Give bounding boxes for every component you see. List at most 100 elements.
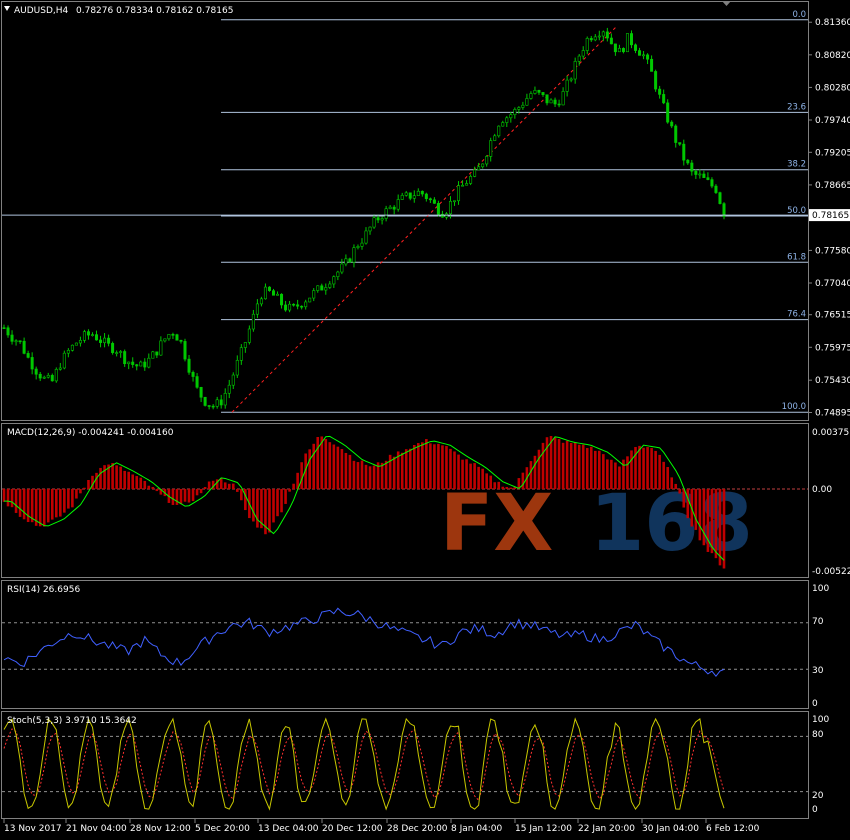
- candlestick-series: [2, 27, 726, 410]
- candle-body: [497, 125, 501, 137]
- candle-body: [710, 179, 714, 187]
- time-axis-label: 28 Dec 20:00: [387, 824, 448, 834]
- candle-body: [549, 99, 553, 104]
- trend-line[interactable]: [231, 26, 617, 413]
- candle-body: [183, 341, 187, 360]
- candle-body: [609, 37, 613, 45]
- candle-body: [312, 290, 316, 299]
- candle-body: [62, 352, 66, 369]
- candle-body: [629, 33, 633, 46]
- candle-body: [46, 375, 50, 378]
- candle-body: [621, 48, 625, 53]
- candle-body: [638, 50, 642, 56]
- scroll-marker-icon[interactable]: [722, 1, 731, 6]
- candle-body: [143, 361, 147, 368]
- candle-body: [103, 337, 107, 343]
- candle-body: [597, 35, 601, 38]
- candle-body: [211, 405, 215, 408]
- chart-header: AUDUSD,H4 0.78276 0.78334 0.78162 0.7816…: [4, 1, 731, 16]
- candle-body: [356, 246, 360, 248]
- candle-body: [529, 93, 533, 99]
- candle-body: [493, 135, 497, 141]
- collapse-triangle-icon[interactable]: [4, 6, 10, 11]
- candle-body: [300, 305, 304, 308]
- candle-body: [396, 199, 400, 210]
- candle-body: [38, 373, 42, 379]
- candle-body: [199, 387, 203, 398]
- candle-body: [416, 190, 420, 196]
- candle-body: [384, 208, 388, 219]
- candle-body: [328, 283, 332, 288]
- candle-body: [533, 90, 537, 94]
- price-axis-label: 0.75975: [815, 343, 850, 353]
- stoch-axis-20: 20: [812, 791, 824, 801]
- candle-body: [565, 79, 569, 92]
- candle-body: [561, 91, 565, 106]
- candle-body: [74, 342, 78, 346]
- macd-axis-zero: 0.00: [812, 485, 832, 495]
- candle-body: [340, 263, 344, 273]
- candle-body: [650, 58, 654, 72]
- candle-body: [686, 159, 690, 164]
- candle-body: [436, 203, 440, 215]
- candle-body: [26, 353, 30, 358]
- candle-body: [6, 327, 10, 336]
- candle-body: [86, 331, 90, 336]
- candle-body: [78, 340, 82, 344]
- time-axis-label: 20 Dec 12:00: [322, 824, 383, 834]
- candle-body: [666, 102, 670, 123]
- candle-body: [90, 334, 94, 336]
- fib-level-label: 0.0: [792, 10, 806, 20]
- price-axis-label: 0.77040: [815, 279, 850, 289]
- candle-body: [569, 78, 573, 81]
- candle-body: [34, 368, 38, 375]
- stoch-axis-80: 80: [812, 730, 824, 740]
- candle-body: [107, 337, 111, 344]
- candle-body: [255, 303, 259, 315]
- candle-body: [187, 358, 191, 373]
- candle-body: [662, 94, 666, 104]
- watermark-168: 168: [590, 479, 753, 569]
- candle-body: [521, 104, 525, 108]
- candle-body: [111, 343, 115, 353]
- candle-body: [247, 328, 251, 343]
- macd-panel-frame: [1, 423, 809, 578]
- stoch-label: Stoch(5,3,3) 3.9710 15.3642: [7, 716, 137, 726]
- candle-body: [722, 203, 726, 217]
- candle-body: [577, 55, 581, 62]
- fibonacci-retracement[interactable]: 0.0 23.6 38.2 50.0 61.8 76.4 100.0: [221, 10, 808, 413]
- time-axis-label: 15 Jan 12:00: [515, 824, 572, 834]
- candle-body: [195, 376, 199, 388]
- candle-body: [127, 361, 131, 365]
- candle-body: [147, 357, 151, 368]
- candle-body: [231, 374, 235, 386]
- price-axis-label: 0.76515: [815, 311, 850, 321]
- candle-body: [54, 369, 58, 382]
- candle-body: [428, 198, 432, 201]
- candle-body: [288, 303, 292, 311]
- candle-body: [605, 31, 609, 39]
- price-axis-label: 0.78665: [815, 181, 850, 191]
- candle-body: [702, 173, 706, 178]
- symbol-title: AUDUSD,H4: [14, 6, 69, 16]
- candle-body: [505, 117, 509, 123]
- candle-body: [292, 303, 296, 306]
- time-axis-label: 13 Nov 2017: [4, 824, 62, 834]
- candle-body: [304, 301, 308, 308]
- candle-body: [280, 293, 284, 306]
- candle-body: [420, 190, 424, 195]
- candle-body: [670, 121, 674, 127]
- stoch-main-line: [3, 717, 725, 811]
- candle-body: [485, 156, 489, 165]
- candle-body: [70, 344, 74, 351]
- rsi-panel: [2, 607, 808, 677]
- price-axis-label: 0.77580: [815, 246, 850, 256]
- candle-body: [581, 50, 585, 57]
- candle-body: [392, 206, 396, 210]
- candle-body: [50, 375, 54, 382]
- candle-body: [714, 185, 718, 193]
- candle-body: [344, 258, 348, 265]
- candle-body: [263, 286, 267, 300]
- candle-body: [368, 226, 372, 232]
